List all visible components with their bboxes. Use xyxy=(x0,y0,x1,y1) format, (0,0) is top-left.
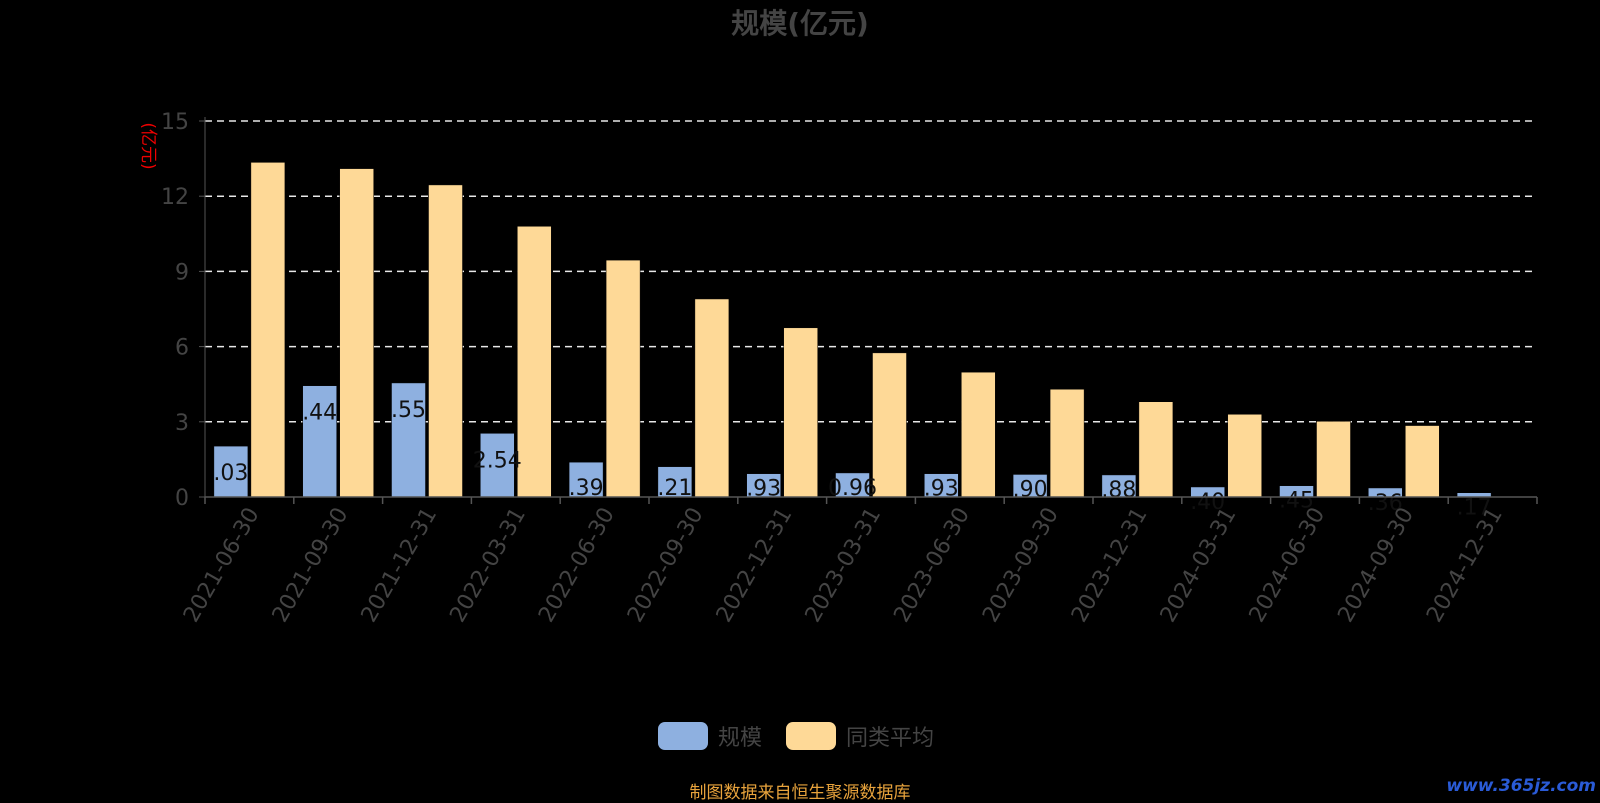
data-label-guimo: 2.54 xyxy=(473,448,522,473)
x-tick-label: 2021-06-30 xyxy=(179,504,265,627)
watermark: www.365jz.com xyxy=(1446,776,1596,796)
x-tick-label: 2021-12-31 xyxy=(357,504,443,627)
y-tick-label: 0 xyxy=(175,486,189,511)
bar-tonglei-2021-09-30 xyxy=(339,168,374,498)
bar-guimo-2023-03-31 xyxy=(835,472,870,498)
x-tick-label: 2023-06-30 xyxy=(889,504,975,627)
x-tick-label: 2024-12-31 xyxy=(1422,504,1508,627)
y-axis-unit-label: (亿元) xyxy=(138,122,158,169)
y-tick-label: 6 xyxy=(175,336,189,361)
x-tick-label: 2022-03-31 xyxy=(445,504,531,627)
data-label-guimo: .90 xyxy=(1013,477,1048,502)
y-tick-label: 12 xyxy=(161,185,189,210)
data-label-guimo: .45 xyxy=(1279,489,1314,514)
x-tick-label: 2023-09-30 xyxy=(978,504,1064,627)
chart-title: 规模(亿元) xyxy=(731,7,869,40)
data-label-guimo: .17 xyxy=(1457,496,1492,521)
y-tick-label: 3 xyxy=(175,411,189,436)
bar-guimo-2021-12-31 xyxy=(391,382,426,498)
y-tick-label: 9 xyxy=(175,260,189,285)
bar-guimo-2021-06-30 xyxy=(213,445,249,498)
x-axis: 2021-06-30 2021-09-30 2021-12-31 2022-03-31… xyxy=(179,496,1538,627)
bar-tonglei-2024-03-31 xyxy=(1227,414,1262,498)
x-tick-label: 2022-09-30 xyxy=(623,504,709,627)
bar-tonglei-2023-06-30 xyxy=(961,371,996,498)
data-label-guimo: .36 xyxy=(1368,491,1403,516)
bar-tonglei-2021-12-31 xyxy=(428,184,463,498)
legend-swatch[interactable] xyxy=(658,722,708,750)
x-tick-label: 2023-12-31 xyxy=(1067,504,1153,627)
bar-tonglei-2022-03-31 xyxy=(517,226,552,498)
x-tick-label: 2021-09-30 xyxy=(268,504,354,627)
data-label-guimo: .40 xyxy=(1190,490,1225,515)
legend-label[interactable]: 规模 xyxy=(718,726,762,751)
x-tick-label: 2024-09-30 xyxy=(1333,504,1419,627)
bar-tonglei-2022-12-31 xyxy=(783,327,818,498)
bars: .03.44.552.54.39.21.93 0.96.93.90.88.40.4… xyxy=(213,162,1492,521)
bar-guimo-2022-03-31 xyxy=(480,433,515,498)
x-tick-label: 2023-03-31 xyxy=(801,504,887,627)
bar-tonglei-2023-09-30 xyxy=(1049,388,1085,498)
bar-tonglei-2022-06-30 xyxy=(605,259,641,498)
bar-guimo-2021-09-30 xyxy=(302,385,337,498)
y-tick-label: 15 xyxy=(161,110,189,135)
bar-tonglei-2024-09-30 xyxy=(1405,425,1440,498)
bar-tonglei-2023-03-31 xyxy=(872,352,907,498)
bar-tonglei-2021-06-30 xyxy=(250,162,286,498)
x-tick-label: 2024-03-31 xyxy=(1156,504,1242,627)
bar-tonglei-2022-09-30 xyxy=(694,298,730,498)
gridlines xyxy=(205,120,1537,423)
legend[interactable]: 规模 同类平均 xyxy=(658,722,934,751)
data-label-guimo: .93 xyxy=(924,477,959,502)
bar-tonglei-2023-12-31 xyxy=(1138,401,1174,498)
data-label-guimo: .03 xyxy=(213,461,248,486)
legend-swatch[interactable] xyxy=(786,722,836,750)
data-source-note: 制图数据来自恒生聚源数据库 xyxy=(689,783,911,803)
bar-tonglei-2024-06-30 xyxy=(1316,421,1351,498)
x-tick-label: 2022-06-30 xyxy=(534,504,620,627)
legend-label[interactable]: 同类平均 xyxy=(846,726,934,751)
data-label-guimo: .88 xyxy=(1101,478,1136,503)
data-label-guimo: .55 xyxy=(391,398,426,423)
x-tick-label: 2022-12-31 xyxy=(712,504,798,627)
y-axis: 0 3 6 9 12 15 xyxy=(161,110,206,511)
x-tick-label: 2024-06-30 xyxy=(1245,504,1331,627)
data-label-guimo: .44 xyxy=(302,401,337,426)
data-label-guimo: .93 xyxy=(746,477,781,502)
